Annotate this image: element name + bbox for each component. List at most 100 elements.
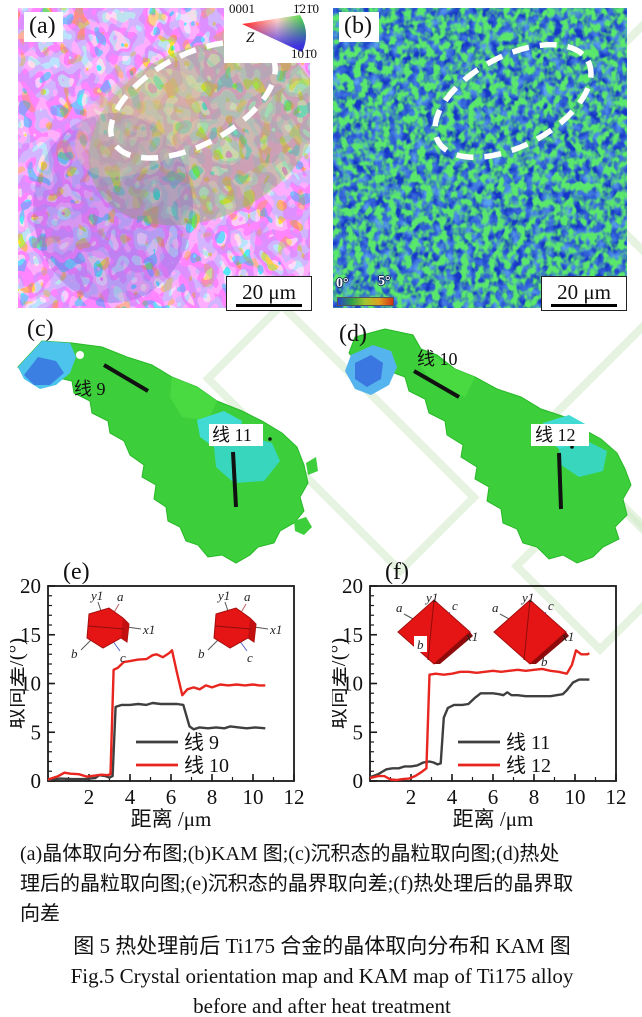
grain-map-c: 线 9 线 11: [17, 340, 318, 564]
panel-b-kam-map: [333, 8, 627, 308]
y-tick-label: 15: [20, 623, 41, 647]
axis-label-y1: y1: [89, 588, 103, 603]
legend-label: 线 9: [184, 731, 219, 754]
grain-c-island-2: [294, 517, 312, 535]
x-tick-label: 2: [84, 785, 95, 809]
grain-c-dot: [268, 437, 272, 441]
line-10-marker: [412, 369, 461, 399]
x-tick-label: 4: [125, 785, 136, 809]
figure-caption: (a)晶体取向分布图;(b)KAM 图;(c)沉积态的晶粒取向图;(d)热处 理…: [20, 839, 624, 1017]
kam-texture: [333, 8, 627, 308]
x-axis-title: 距离 /μm: [131, 807, 212, 830]
line-9-label: 线 9: [74, 379, 106, 399]
axis-label-c: c: [120, 650, 126, 665]
legend-label: 线 12: [506, 754, 551, 777]
panel-d-label-text: (d): [339, 321, 367, 347]
scale-bar-a-text: 20 μm: [242, 279, 296, 304]
x-tick-label: 12: [606, 785, 627, 809]
line-11-marker: [231, 451, 238, 508]
ipf-label-1010: 101̄0: [291, 46, 317, 61]
x-tick-label: 8: [207, 785, 218, 809]
axis-label-x1: x1: [142, 622, 155, 637]
panel-b-label-text: (b): [344, 13, 372, 39]
panel-c-label-text: (c): [27, 316, 54, 342]
axis-label-a: a: [492, 600, 499, 615]
panel-e-label-text: (e): [63, 559, 90, 585]
y-tick-label: 0: [353, 769, 364, 793]
axis-label-c: c: [247, 650, 253, 665]
scale-bar-b: 20 μm: [541, 276, 627, 311]
scale-bar-b-text: 20 μm: [557, 279, 611, 304]
y-tick-label: 20: [20, 574, 41, 598]
axis-label-b: b: [198, 646, 205, 661]
kam-max-label: 5°: [378, 274, 391, 289]
x-axis-title: 距离 /μm: [453, 807, 534, 830]
caption-desc-line-2: 理后的晶粒取向图;(e)沉积态的晶界取向差;(f)热处理后的晶界取: [20, 873, 574, 895]
panel-a-label: (a): [24, 12, 63, 42]
caption-title-zh: 图 5 热处理前后 Ti175 合金的晶体取向分布和 KAM 图: [73, 934, 571, 958]
axis-label-b: b: [541, 654, 548, 669]
caption-desc-line-3: 向差: [20, 903, 60, 925]
crystal-inset-f2: a y1 c x1 b: [492, 592, 574, 669]
series-线 12: [369, 649, 590, 782]
axis-label-x1: x1: [465, 629, 478, 644]
series-线 11: [369, 678, 590, 779]
scale-bar-a-line: [236, 303, 302, 307]
grain-map-d: 线 10 线 12: [345, 328, 632, 564]
axis-label-a: a: [396, 600, 403, 615]
panel-a-label-text: (a): [29, 13, 56, 39]
x-tick-label: 6: [488, 785, 499, 809]
ipf-axis-z: Z: [246, 30, 255, 46]
x-tick-label: 4: [447, 785, 458, 809]
panel-c-label: (c): [22, 315, 61, 345]
x-tick-label: 2: [406, 785, 417, 809]
x-tick-label: 6: [166, 785, 177, 809]
axis-label-y1: y1: [520, 592, 534, 605]
axis-label-c: c: [452, 598, 458, 613]
legend-label: 线 10: [184, 754, 229, 777]
grain-d-light: [421, 349, 475, 397]
axis-label-b: b: [71, 646, 78, 661]
panel-b-label: (b): [339, 12, 379, 42]
grain-d-dot: [570, 445, 574, 449]
grain-c-island-1: [278, 495, 300, 515]
x-tick-label: 10: [565, 785, 586, 809]
y-tick-label: 10: [342, 672, 363, 696]
ipf-color-key: 0001 1̄21̄0 101̄0 Z: [224, 0, 321, 63]
crystal-inset-e1: y1 a x1 b c: [71, 588, 155, 665]
line-12-marker: [557, 452, 563, 510]
y-axis-title: 取向差/(°): [10, 638, 28, 729]
line-12-label-bg: [531, 424, 589, 446]
ipf-label-1210: 1̄21̄0: [293, 1, 319, 16]
y-tick-label: 5: [31, 720, 42, 744]
axis-label-y1: y1: [424, 592, 438, 605]
crystal-inset-e2: y1 a x1 b c: [198, 588, 282, 665]
series-线 10: [47, 649, 266, 781]
grain-c-light: [170, 377, 217, 421]
panel-f-chart: (f) 2 4 6 8 10 12 0 5 10 15 20 距离 /μm 取向差/(°) 线 11 线 1…: [326, 558, 642, 840]
axis-label-c: c: [548, 598, 554, 613]
y-tick-label: 10: [20, 672, 41, 696]
grain-d-tip-blue: [355, 355, 383, 387]
axis-label-a: a: [244, 589, 251, 604]
ipf-label-0001: 0001: [229, 1, 255, 16]
panel-d-label: (d): [334, 320, 374, 350]
grain-c-cyan-2: [214, 435, 280, 483]
grain-d-cyan-2: [559, 441, 607, 477]
line-12-label: 线 12: [535, 425, 576, 445]
grain-c-hole: [76, 351, 84, 359]
panel-f-label-text: (f): [385, 559, 409, 585]
y-axis-title: 取向差/(°): [332, 638, 350, 729]
caption-desc-line-1: (a)晶体取向分布图;(b)KAM 图;(c)沉积态的晶粒取向图;(d)热处: [20, 843, 560, 865]
panel-f-label: (f): [380, 558, 416, 588]
y-tick-label: 20: [342, 574, 363, 598]
grain-c-tip-blue: [24, 357, 64, 385]
kam-color-scale: [337, 297, 394, 306]
crystal-inset-f1: a y1 c x1 b: [396, 592, 478, 665]
line-10-label: 线 10: [417, 349, 458, 369]
line-11-label: 线 11: [212, 425, 252, 445]
grain-c-island-3: [306, 457, 318, 475]
caption-title-en-2: before and after heat treatment: [193, 994, 451, 1017]
